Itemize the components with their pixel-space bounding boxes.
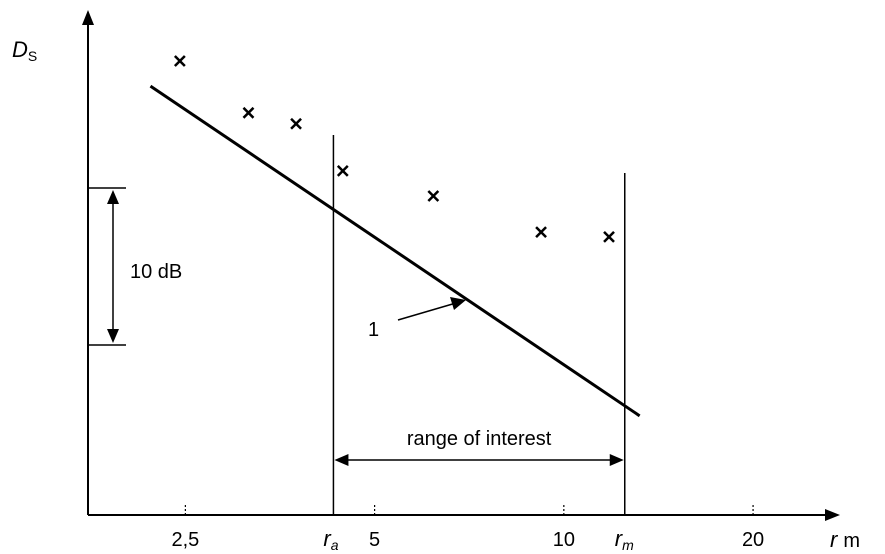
data-point — [535, 226, 547, 239]
chart-marks — [149, 55, 754, 515]
y-axis-arrow — [82, 10, 94, 25]
x-tick-label: 2,5 — [171, 529, 199, 551]
data-point — [603, 230, 615, 243]
x-tick-label: 5 — [369, 529, 380, 551]
range-arrow-right — [609, 454, 624, 466]
curve-label: 1 — [368, 319, 379, 341]
x-tick-label: 20 — [742, 529, 764, 551]
data-point-stroke — [603, 230, 615, 243]
data-point-stroke — [535, 226, 547, 239]
data-point-stroke — [290, 117, 302, 130]
curve-label-pointer — [397, 302, 457, 321]
x-tick-label: 10 — [553, 529, 575, 551]
fit-line — [149, 84, 641, 418]
scale-bar-arrow-up — [107, 190, 119, 204]
x-axis-arrow — [825, 509, 840, 521]
data-point — [173, 55, 186, 67]
data-point-stroke — [173, 55, 186, 67]
data-point — [427, 190, 440, 202]
data-point — [242, 106, 255, 119]
range-label: range of interest — [407, 428, 552, 450]
y-axis-label: DS — [12, 37, 37, 64]
data-point-stroke — [336, 165, 349, 177]
r-m-label: rm — [615, 526, 634, 553]
data-point-stroke — [427, 190, 440, 202]
curve-label-arrowhead — [450, 297, 466, 310]
data-point — [336, 165, 349, 177]
r-a-label: ra — [323, 526, 338, 553]
scale-bar-label: 10 dB — [130, 261, 182, 283]
data-point — [290, 117, 302, 130]
scale-bar-arrow-down — [107, 329, 119, 343]
data-point-stroke — [242, 106, 255, 119]
range-arrow-left — [334, 454, 349, 466]
